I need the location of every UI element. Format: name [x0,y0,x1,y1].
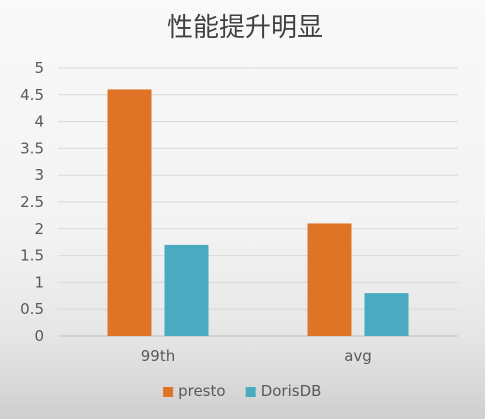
legend-label-presto: presto [178,382,225,400]
y-tick-label: 1 [34,273,44,291]
bar-presto-99th [107,89,152,336]
y-tick-label: 0.5 [20,300,44,318]
legend-swatch-dorisdb [245,387,256,397]
y-axis-ticks: 0 0.5 1 1.5 2 2.5 3 3.5 4 4.5 5 [20,59,44,345]
y-tick-label: 3.5 [20,139,44,157]
bar-presto-avg [307,223,352,336]
x-axis-categories: 99th avg [141,347,372,365]
y-tick-label: 2 [34,220,44,238]
y-tick-label: 3 [34,166,44,184]
x-category-label: 99th [141,347,175,365]
y-tick-label: 4.5 [20,86,44,104]
y-tick-label: 0 [34,327,44,345]
y-tick-label: 1.5 [20,247,44,265]
bars [107,89,409,336]
legend-swatch-presto [163,387,174,397]
legend-label-dorisdb: DorisDB [261,382,322,400]
y-tick-label: 5 [34,59,44,77]
x-category-label: avg [344,347,372,365]
y-tick-label: 2.5 [20,193,44,211]
legend: presto DorisDB [163,382,321,400]
y-tick-label: 4 [34,113,44,131]
bar-dorisdb-avg [364,293,409,336]
bar-dorisdb-99th [164,244,209,336]
chart-title: 性能提升明显 [167,13,323,43]
